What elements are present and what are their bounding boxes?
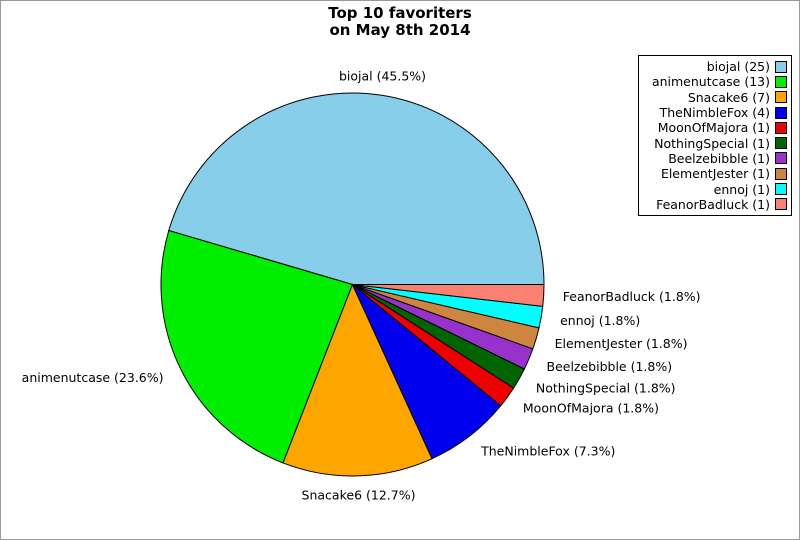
pie-slice-biojal (168, 92, 545, 285)
legend-label: biojal (25) (706, 59, 770, 75)
legend-label: TheNimbleFox (4) (659, 105, 770, 121)
pie-label-moonofmajora: MoonOfMajora (1.8%) (523, 401, 659, 416)
legend-item-nothingspecial: NothingSpecial (1) (643, 135, 787, 151)
legend-item-animenutcase: animenutcase (13) (643, 74, 787, 89)
legend-swatch (775, 121, 787, 134)
pie-label-thenimblefox: TheNimbleFox (7.3%) (480, 444, 615, 459)
legend-label: ElementJester (1) (660, 166, 770, 182)
legend-item-feanorbadluck: FeanorBadluck (1) (643, 197, 787, 212)
chart-title-line2: on May 8th 2014 (329, 21, 471, 39)
legend-label: MoonOfMajora (1) (657, 120, 770, 136)
pie-label-snacake6: Snacake6 (12.7%) (302, 487, 416, 502)
legend-swatch (775, 167, 787, 180)
legend-label: animenutcase (13) (651, 74, 770, 90)
legend-item-snacake6: Snacake6 (7) (643, 90, 787, 105)
legend-label: NothingSpecial (1) (654, 135, 770, 151)
legend-label: ennoj (1) (713, 181, 770, 197)
legend-swatch (775, 106, 787, 119)
legend-swatch (775, 198, 787, 211)
pie-label-elementjester: ElementJester (1.8%) (555, 336, 688, 351)
legend-swatch (775, 91, 787, 104)
pie-slice-animenutcase (160, 229, 354, 464)
legend-label: Beelzebibble (1) (668, 150, 770, 166)
legend-item-thenimblefox: TheNimbleFox (4) (643, 105, 787, 120)
legend-item-beelzebibble: Beelzebibble (1) (643, 151, 787, 166)
legend-swatch (775, 60, 787, 73)
legend-swatch (775, 152, 787, 165)
legend-swatch (775, 75, 787, 88)
legend-swatch (775, 137, 787, 150)
pie-slice-feanorbadluck (352, 284, 545, 307)
pie-label-animenutcase: animenutcase (23.6%) (22, 370, 164, 385)
pie-label-beelzebibble: Beelzebibble (1.8%) (547, 359, 673, 374)
legend-item-biojal: biojal (25) (643, 59, 787, 74)
pie-label-ennoj: ennoj (1.8%) (560, 313, 640, 328)
legend: biojal (25) animenutcase (13) Snacake6 (7)… (638, 55, 792, 216)
pie-slice-snacake6 (282, 283, 433, 477)
legend-item-ennoj: ennoj (1) (643, 181, 787, 197)
pie-label-biojal: biojal (45.5%) (339, 68, 426, 83)
chart-title-line1: Top 10 favoriters (328, 4, 472, 22)
pie-label-feanorbadluck: FeanorBadluck (1.8%) (563, 289, 701, 304)
legend-label: Snacake6 (7) (687, 89, 770, 105)
legend-label: FeanorBadluck (1) (656, 196, 770, 212)
pie-label-nothingspecial: NothingSpecial (1.8%) (536, 380, 676, 395)
legend-swatch (775, 183, 787, 196)
legend-item-elementjester: ElementJester (1) (643, 166, 787, 181)
chart-title: Top 10 favoriters on May 8th 2014 (1, 5, 799, 39)
legend-item-moonofmajora: MoonOfMajora (1) (643, 120, 787, 135)
